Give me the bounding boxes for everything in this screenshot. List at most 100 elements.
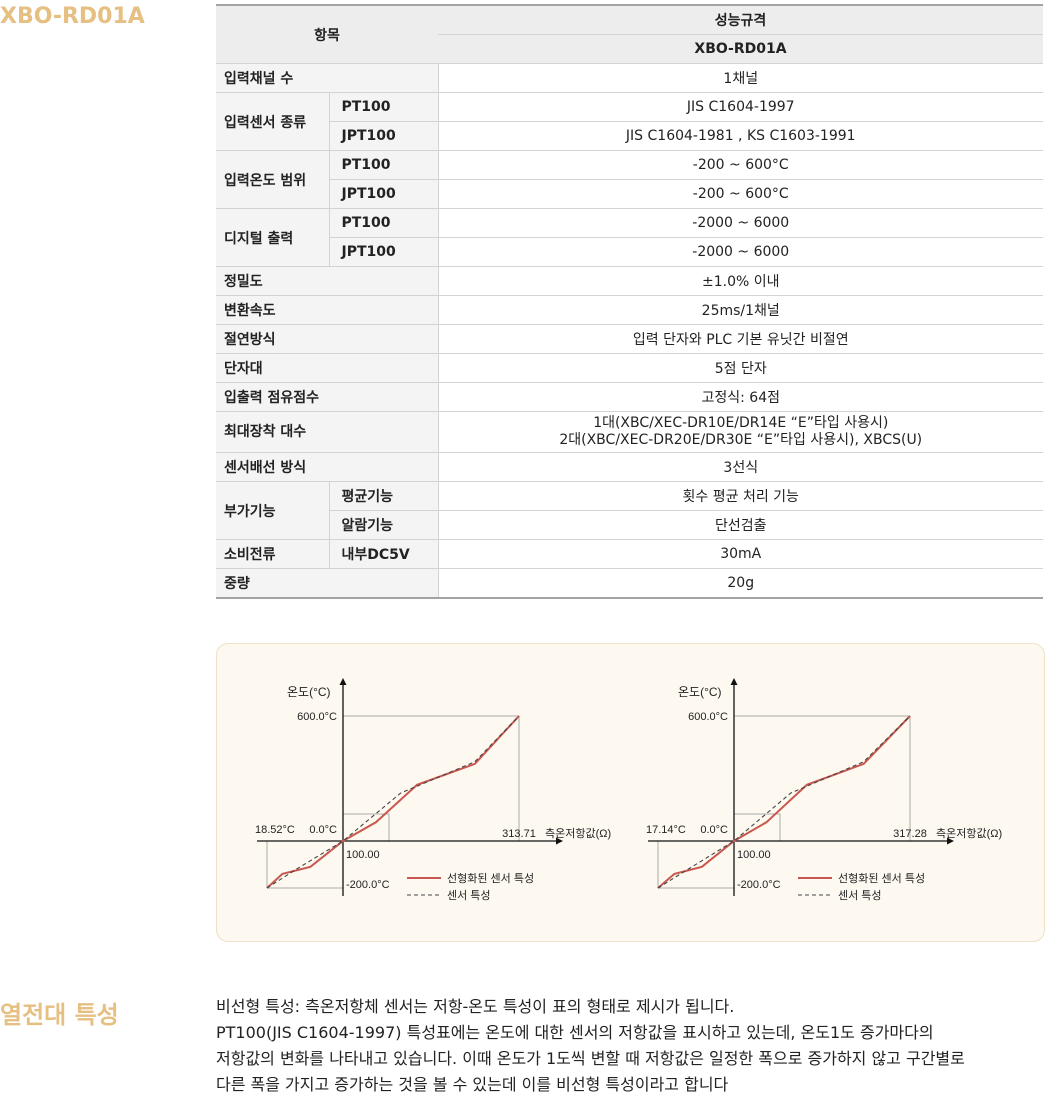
x-axis-arrow bbox=[556, 837, 563, 845]
row-label: 입력센서 종류 bbox=[216, 92, 330, 151]
table-row: 변환속도 25ms/1채널 bbox=[216, 295, 1043, 325]
table-row: 입출력 점유점수 고정식: 64점 bbox=[216, 382, 1043, 412]
table-row: JPT100 -200 ~ 600°C bbox=[216, 179, 1043, 209]
legend-linearized-label: 선형화된 센서 특성 bbox=[838, 872, 925, 885]
row-sublabel: PT100 bbox=[329, 150, 439, 180]
row-value: 횟수 평균 처리 기능 bbox=[438, 481, 1043, 511]
row-value: -2000 ~ 6000 bbox=[438, 237, 1043, 267]
row-value: 고정식: 64점 bbox=[438, 382, 1043, 412]
row-value: 1채널 bbox=[438, 63, 1043, 93]
linearized-sensor-line bbox=[657, 715, 911, 889]
legend-linearized-label: 선형화된 센서 특성 bbox=[447, 872, 534, 885]
row-value-line: 2대(XBC/XEC-DR20E/DR30E “E”타입 사용시), XBCS(… bbox=[559, 432, 923, 448]
row-label: 디지털 출력 bbox=[216, 208, 330, 267]
table-row: 절연방식 입력 단자와 PLC 기본 유닛간 비절연 bbox=[216, 324, 1043, 354]
row-value: JIS C1604-1997 bbox=[438, 92, 1043, 122]
table-row: 중량 20g bbox=[216, 568, 1043, 599]
row-value: JIS C1604-1981 , KS C1603-1991 bbox=[438, 121, 1043, 151]
table-row: 입력센서 종류 PT100 JIS C1604-1997 bbox=[216, 92, 1043, 151]
description-line: 저항값의 변화를 나타내고 있습니다. 이때 온도가 1도씩 변할 때 저항값은… bbox=[216, 1049, 965, 1068]
table-row: JPT100 JIS C1604-1981 , KS C1603-1991 bbox=[216, 121, 1043, 151]
row-label: 소비전류 bbox=[216, 539, 330, 569]
row-sublabel: JPT100 bbox=[329, 179, 439, 209]
x-axis-label: 측온저항값(Ω) bbox=[936, 827, 1002, 840]
row-sublabel: JPT100 bbox=[329, 121, 439, 151]
table-row: 단자대 5점 단자 bbox=[216, 353, 1043, 383]
row-value: -2000 ~ 6000 bbox=[438, 208, 1043, 238]
table-row: 센서배선 방식 3선식 bbox=[216, 452, 1043, 482]
table-row: 부가기능 평균기능 횟수 평균 처리 기능 bbox=[216, 481, 1043, 540]
x-max-label: 317.28 bbox=[893, 828, 927, 840]
sensor-characteristic-line bbox=[657, 715, 911, 889]
row-label: 입력채널 수 bbox=[216, 63, 439, 93]
row-value: 5점 단자 bbox=[438, 353, 1043, 383]
legend-sensor-label: 센서 특성 bbox=[447, 889, 491, 902]
x-origin-label: 100.00 bbox=[346, 849, 380, 861]
resistance-temperature-charts: 온도(°C) 600.0°C 0.0°C 18.52°C 100.00 -200.0°C 3… bbox=[255, 678, 1002, 902]
y-axis-arrow bbox=[730, 678, 738, 685]
table-row: 최대장착 대수 1대(XBC/XEC-DR10E/DR14E “E”타입 사용시)… bbox=[216, 411, 1043, 453]
y-min-label: -200.0°C bbox=[346, 879, 390, 891]
y-min-label: -200.0°C bbox=[737, 879, 781, 891]
row-label: 변환속도 bbox=[216, 295, 439, 325]
row-value: 단선검출 bbox=[438, 510, 1043, 540]
table-row: JPT100 -2000 ~ 6000 bbox=[216, 237, 1043, 267]
row-value: -200 ~ 600°C bbox=[438, 150, 1043, 180]
row-value: 30mA bbox=[438, 539, 1043, 569]
table-row: 정밀도 ±1.0% 이내 bbox=[216, 266, 1043, 296]
spec-table: 항목 성능규격 XBO-RD01A 입력채널 수 1채널 입력센서 종류 PT100 JIS … bbox=[216, 4, 1043, 599]
x-left-label: 18.52°C bbox=[255, 824, 295, 836]
row-value: 3선식 bbox=[438, 452, 1043, 482]
row-sublabel: PT100 bbox=[329, 208, 439, 238]
header-model-cell: XBO-RD01A bbox=[438, 34, 1043, 64]
row-label: 입력온도 범위 bbox=[216, 150, 330, 209]
row-value: ±1.0% 이내 bbox=[438, 266, 1043, 296]
charts-panel: 온도(°C) 600.0°C 0.0°C 18.52°C 100.00 -200.0°C 3… bbox=[216, 643, 1045, 942]
table-row: 입력채널 수 1채널 bbox=[216, 63, 1043, 93]
linearized-sensor-line bbox=[266, 715, 520, 889]
row-label: 단자대 bbox=[216, 353, 439, 383]
y-zero-label: 0.0°C bbox=[700, 824, 728, 836]
description-line: 다른 폭을 가지고 증가하는 것을 볼 수 있는데 이를 비선형 특성이라고 합… bbox=[216, 1075, 729, 1094]
row-sublabel: 알람기능 bbox=[329, 510, 439, 540]
row-label: 절연방식 bbox=[216, 324, 439, 354]
sensor-characteristic-line bbox=[266, 715, 520, 889]
x-axis-arrow bbox=[947, 837, 954, 845]
x-left-label: 17.14°C bbox=[646, 824, 686, 836]
row-value-line: 1대(XBC/XEC-DR10E/DR14E “E”타입 사용시) bbox=[593, 415, 889, 431]
row-label: 입출력 점유점수 bbox=[216, 382, 439, 412]
header-spec-cell: 성능규격 bbox=[438, 5, 1043, 35]
table-row: 알람기능 단선검출 bbox=[216, 510, 1043, 540]
legend-sensor-label: 센서 특성 bbox=[838, 889, 882, 902]
row-value: 1대(XBC/XEC-DR10E/DR14E “E”타입 사용시) 2대(XBC/… bbox=[438, 411, 1043, 453]
row-sublabel: 평균기능 bbox=[329, 481, 439, 511]
y-zero-label: 0.0°C bbox=[309, 824, 337, 836]
description-line: PT100(JIS C1604-1997) 특성표에는 온도에 대한 센서의 저… bbox=[216, 1023, 934, 1042]
row-label: 최대장착 대수 bbox=[216, 411, 439, 453]
x-max-label: 313.71 bbox=[502, 828, 536, 840]
thermocouple-description: 비선형 특성: 측온저항체 센서는 저항-온도 특성이 표의 형태로 제시가 됩… bbox=[216, 994, 1046, 1098]
row-label: 센서배선 방식 bbox=[216, 452, 439, 482]
y-max-label: 600.0°C bbox=[688, 711, 728, 723]
table-header-row: 항목 성능규격 bbox=[216, 5, 1043, 64]
y-axis-label: 온도(°C) bbox=[678, 685, 722, 699]
model-heading: XBO-RD01A bbox=[0, 4, 145, 29]
row-sublabel: JPT100 bbox=[329, 237, 439, 267]
y-axis-arrow bbox=[339, 678, 347, 685]
y-max-label: 600.0°C bbox=[297, 711, 337, 723]
row-sublabel: 내부DC5V bbox=[329, 539, 439, 569]
table-row: 디지털 출력 PT100 -2000 ~ 6000 bbox=[216, 208, 1043, 267]
row-value: 입력 단자와 PLC 기본 유닛간 비절연 bbox=[438, 324, 1043, 354]
y-axis-label: 온도(°C) bbox=[287, 685, 331, 699]
row-label: 부가기능 bbox=[216, 481, 330, 540]
description-line: 비선형 특성: 측온저항체 센서는 저항-온도 특성이 표의 형태로 제시가 됩… bbox=[216, 997, 735, 1016]
x-origin-label: 100.00 bbox=[737, 849, 771, 861]
table-row: 소비전류 내부DC5V 30mA bbox=[216, 539, 1043, 569]
row-sublabel: PT100 bbox=[329, 92, 439, 122]
table-header-row: XBO-RD01A bbox=[216, 34, 1043, 64]
header-item-cell: 항목 bbox=[216, 5, 438, 64]
thermocouple-heading: 열전대 특성 bbox=[0, 1001, 119, 1029]
row-value: 25ms/1채널 bbox=[438, 295, 1043, 325]
row-label: 중량 bbox=[216, 568, 439, 599]
row-label: 정밀도 bbox=[216, 266, 439, 296]
